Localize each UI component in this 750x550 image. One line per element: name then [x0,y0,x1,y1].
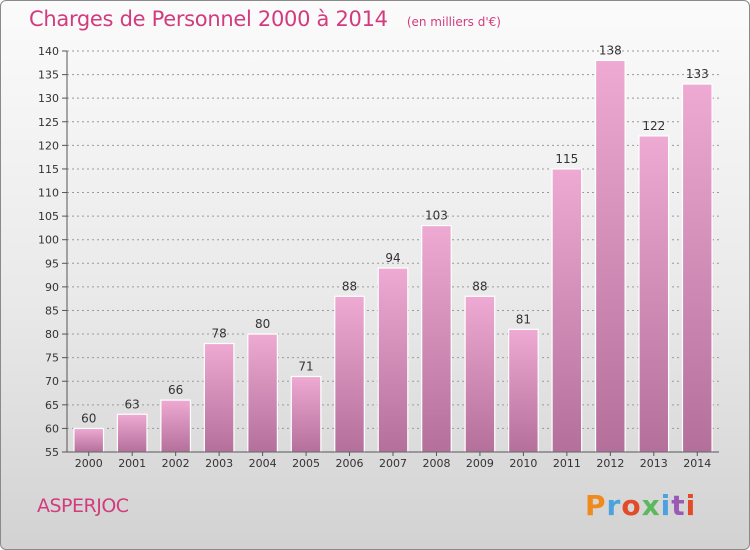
data-label: 81 [516,312,531,326]
x-tick-label: 2007 [379,457,407,470]
logo-letter: r [606,489,622,522]
data-label: 122 [642,119,665,133]
x-tick-label: 2005 [292,457,320,470]
chart-title: Charges de Personnel 2000 à 2014 [29,7,388,31]
x-tick-label: 2006 [336,457,364,470]
x-tick-label: 2000 [75,457,103,470]
x-tick-label: 2010 [509,457,537,470]
x-tick-label: 2013 [640,457,668,470]
data-label: 115 [555,152,578,166]
y-tick-label: 100 [38,234,59,247]
x-tick-label: 2002 [162,457,190,470]
y-tick-label: 125 [38,116,59,129]
y-tick-label: 95 [45,257,59,270]
y-tick-label: 75 [45,352,59,365]
y-tick-label: 85 [45,304,59,317]
logo-letter: i [660,489,672,522]
axes: 55 60 65 70 75 80 85 90 95 100 105 110 115 120 125 130 1… [38,45,719,470]
data-label: 63 [125,397,140,411]
data-label: 71 [298,360,313,374]
bar [421,224,452,453]
bar [290,375,322,453]
data-label: 88 [472,279,487,293]
data-label: 66 [168,383,183,397]
y-tick-label: 55 [45,446,59,459]
bar [203,342,235,453]
chart-subtitle: (en milliers d'€) [406,15,501,29]
y-tick-label: 80 [45,328,59,341]
y-tick-label: 60 [45,422,59,435]
bar [508,328,539,453]
x-tick-label: 2004 [249,457,277,470]
bar [116,413,148,453]
y-tick-label: 70 [45,375,59,388]
bar [594,59,626,453]
data-labels: 60 63 66 78 80 71 88 94 103 88 81 115 138 122 133 [81,43,709,425]
data-label: 103 [425,209,448,223]
y-tick-label: 130 [38,92,59,105]
x-tick-label: 2003 [205,457,233,470]
bar [377,267,409,453]
x-tick-label: 2011 [553,457,581,470]
logo-letter: o [621,489,642,522]
y-tick-label: 105 [38,210,59,223]
y-tick-label: 90 [45,281,59,294]
y-tick-label: 140 [38,45,59,58]
y-tick-label: 110 [38,187,59,200]
y-tick-label: 65 [45,399,59,412]
x-tick-label: 2008 [422,457,450,470]
y-tick-label: 135 [38,69,59,82]
data-label: 88 [342,279,357,293]
y-tick-label: 120 [38,139,59,152]
logo-letter: x [641,489,661,522]
bar [247,333,278,453]
data-label: 138 [599,43,622,57]
data-label: 94 [385,251,400,265]
data-label: 78 [211,326,226,340]
proxiti-logo: Proxiti [585,489,696,522]
data-label: 60 [81,411,96,425]
bar [334,295,365,453]
bar [464,295,496,453]
bar [551,168,583,453]
data-label: 80 [255,317,270,331]
y-tick-label: 115 [38,163,59,176]
data-label: 133 [686,67,709,81]
bars [73,59,713,453]
x-tick-label: 2001 [118,457,146,470]
bar [638,135,670,453]
x-tick-label: 2014 [683,457,711,470]
commune-name: ASPERJOC [37,495,129,517]
x-tick-label: 2009 [466,457,494,470]
bar [73,427,105,453]
title-row: Charges de Personnel 2000 à 2014 (en mil… [29,7,501,31]
logo-letter: P [585,489,607,522]
x-tick-label: 2012 [596,457,624,470]
bar [160,399,192,453]
bar [681,83,713,453]
logo-letter: t [671,489,686,522]
logo-letter: i [685,489,697,522]
